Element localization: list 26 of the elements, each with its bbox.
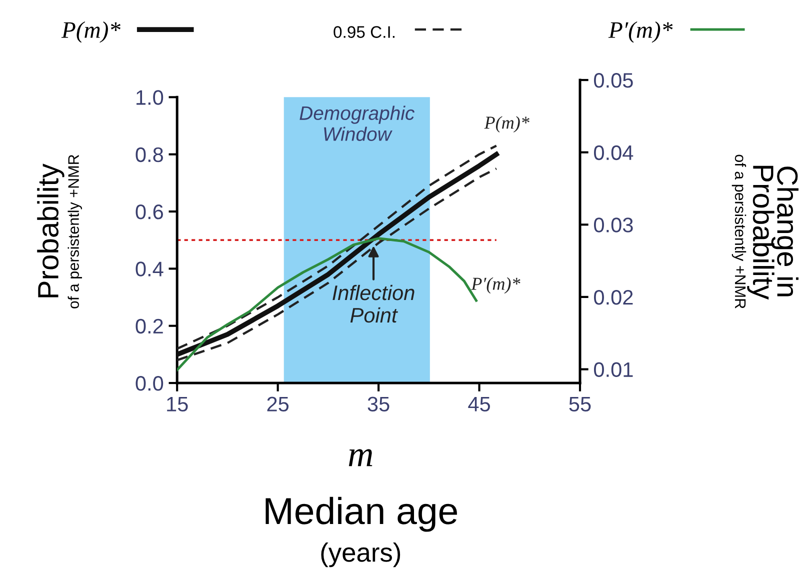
x-tick-label: 45 xyxy=(468,396,490,412)
band-label: Demographic Window xyxy=(300,106,414,141)
legend-label: P′(m)* xyxy=(608,21,673,43)
y-tick-label: 1.0 xyxy=(136,90,164,105)
y-axis-title: Probability of a persistently +NMR xyxy=(37,154,82,308)
annotation: P′(m)* xyxy=(471,277,520,294)
y-tick-label: 0.8 xyxy=(136,147,163,162)
x-axis-title: m Median age (years) xyxy=(266,449,457,568)
y2-tick-label: 0.03 xyxy=(594,218,633,232)
y-tick-label: 0.0 xyxy=(136,376,164,391)
y-tick-label: 0.6 xyxy=(136,204,163,220)
x-tick-label: 25 xyxy=(267,396,289,412)
y2-tick-label: 0.02 xyxy=(594,290,633,305)
y2-tick-label: 0.05 xyxy=(594,73,633,88)
y2-axis-title: Change in Probability of a persistently +NMR xyxy=(732,154,798,308)
annotation: Inflection Point xyxy=(332,284,414,323)
annotation: P(m)* xyxy=(484,116,530,132)
y-tick-label: 0.2 xyxy=(136,318,163,334)
x-tick-label: 55 xyxy=(569,396,591,412)
x-tick-label: 15 xyxy=(167,396,188,412)
y2-tick-label: 0.04 xyxy=(594,145,634,160)
y-tick-label: 0.4 xyxy=(136,262,164,276)
y2-tick-label: 0.01 xyxy=(594,362,633,378)
legend-label: P(m)* xyxy=(61,21,120,43)
x-tick-label: 35 xyxy=(368,396,390,412)
legend-label: 0.95 C.I. xyxy=(334,26,394,38)
